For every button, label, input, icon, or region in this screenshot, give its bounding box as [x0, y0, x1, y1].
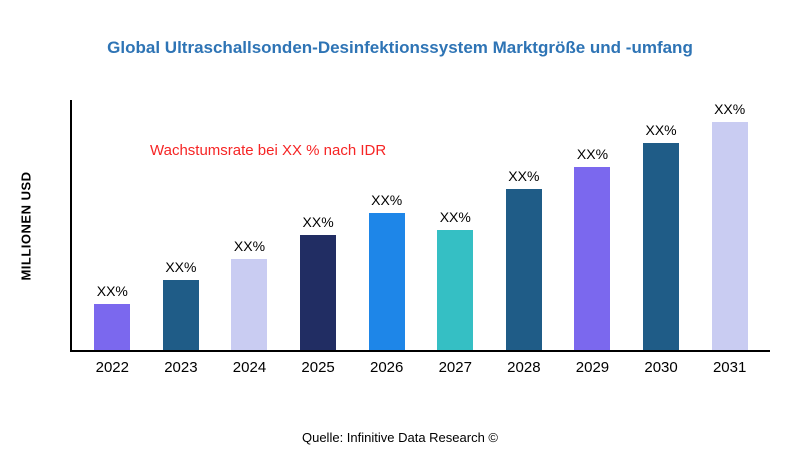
chart-title: Global Ultraschallsonden-Desinfektionssy… [107, 38, 693, 57]
bar-value-label: XX% [439, 209, 471, 225]
bar-value-label: XX% [302, 214, 334, 230]
bar [711, 122, 748, 350]
bar-value-label: XX% [645, 122, 677, 138]
x-tick-label: 2022 [95, 359, 129, 376]
bar [505, 189, 542, 350]
bar-group: XX% 2025 [286, 100, 350, 376]
bar-value-label: XX% [508, 168, 540, 184]
source-caption: Quelle: Infinitive Data Research © [301, 430, 498, 445]
bar [162, 280, 199, 350]
bar-group: XX% 2028 [492, 100, 556, 376]
bar-value-label: XX% [165, 259, 197, 275]
bar [574, 167, 611, 350]
x-tick-label: 2030 [644, 359, 678, 376]
bar-value-label: XX% [96, 283, 128, 299]
x-tick-label: 2031 [712, 359, 747, 376]
bar [300, 235, 337, 350]
bar [643, 143, 680, 350]
chart-area: MILLIONEN USD Wachstumsrate bei XX % nac… [19, 100, 770, 376]
x-tick-label: 2027 [438, 359, 472, 376]
bar-value-label: XX% [714, 101, 746, 117]
bar-group: XX% 2022 [80, 100, 144, 376]
bar-group: XX% 2027 [423, 100, 487, 376]
bar-value-label: XX% [371, 192, 403, 208]
bar-group: XX% 2029 [560, 100, 624, 376]
bar-group: XX% 2030 [629, 100, 693, 376]
x-tick-label: 2025 [301, 359, 335, 376]
bar [231, 259, 268, 350]
bar-value-label: XX% [233, 238, 266, 254]
x-tick-label: 2028 [507, 359, 541, 376]
bar-group: XX% 2023 [149, 100, 213, 376]
bar-group: XX% 2026 [355, 100, 419, 376]
bar [437, 230, 474, 350]
bar-group: XX% 2024 [217, 100, 281, 376]
bar-group: XX% 2031 [698, 100, 762, 376]
bar [368, 213, 405, 350]
x-tick-label: 2026 [369, 359, 404, 376]
y-axis-label: MILLIONEN USD [18, 171, 34, 281]
bar-value-label: XX% [576, 146, 609, 162]
x-tick-label: 2024 [232, 359, 267, 376]
growth-rate-annotation: Wachstumsrate bei XX % nach IDR [150, 142, 387, 159]
plot-area: Wachstumsrate bei XX % nach IDR XX% 2022… [70, 100, 770, 376]
bar [94, 304, 131, 350]
x-tick-label: 2023 [164, 359, 198, 376]
x-tick-label: 2029 [575, 359, 610, 376]
chart-page: Global Ultraschallsonden-Desinfektionssy… [0, 38, 800, 450]
